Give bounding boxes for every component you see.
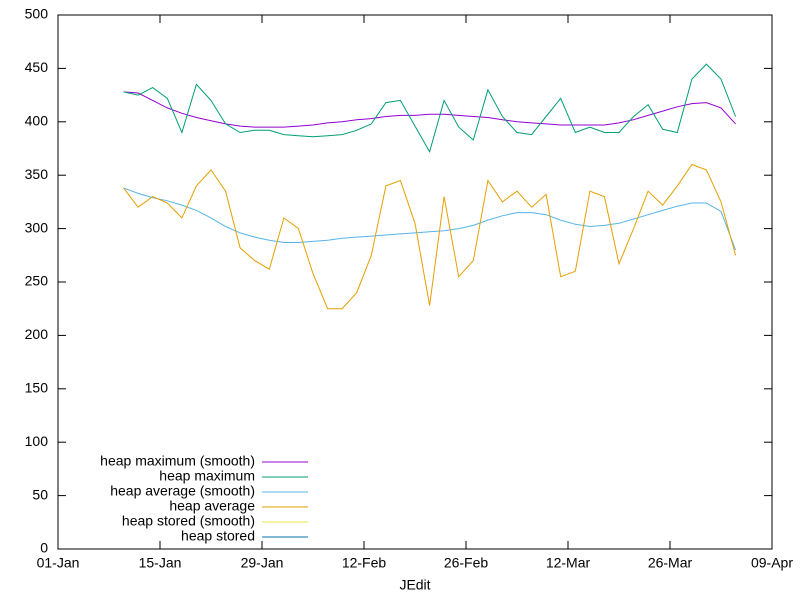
y-tick-label: 300 <box>25 219 49 235</box>
y-tick-label: 500 <box>25 6 49 22</box>
y-tick-label: 450 <box>25 59 49 75</box>
series-line <box>123 187 737 251</box>
x-tick-label: 29-Jan <box>241 555 284 571</box>
x-tick-label: 26-Feb <box>444 555 489 571</box>
x-tick-label: 12-Mar <box>546 555 591 571</box>
y-tick-label: 150 <box>25 380 49 396</box>
legend-label: heap average <box>169 498 255 514</box>
x-tick-label: 15-Jan <box>139 555 182 571</box>
y-tick-label: 250 <box>25 273 49 289</box>
legend-label: heap maximum <box>159 468 255 484</box>
x-tick-label: 09-Apr <box>751 555 793 571</box>
y-tick-label: 350 <box>25 166 49 182</box>
x-tick-label: 01-Jan <box>37 555 80 571</box>
series-line <box>123 91 736 128</box>
legend-label: heap average (smooth) <box>110 483 255 499</box>
y-tick-label: 400 <box>25 113 49 129</box>
series-line <box>123 63 737 153</box>
series-line <box>123 163 737 310</box>
y-tick-label: 200 <box>25 326 49 342</box>
legend-label: heap maximum (smooth) <box>100 453 255 469</box>
y-tick-label: 100 <box>25 433 49 449</box>
legend-label: heap stored <box>181 528 255 544</box>
x-tick-label: 12-Feb <box>342 555 387 571</box>
x-tick-label: 26-Mar <box>648 555 693 571</box>
y-tick-label: 0 <box>40 540 48 556</box>
x-axis-label: JEdit <box>399 577 430 593</box>
legend-label: heap stored (smooth) <box>122 513 255 529</box>
y-tick-label: 50 <box>32 486 48 502</box>
